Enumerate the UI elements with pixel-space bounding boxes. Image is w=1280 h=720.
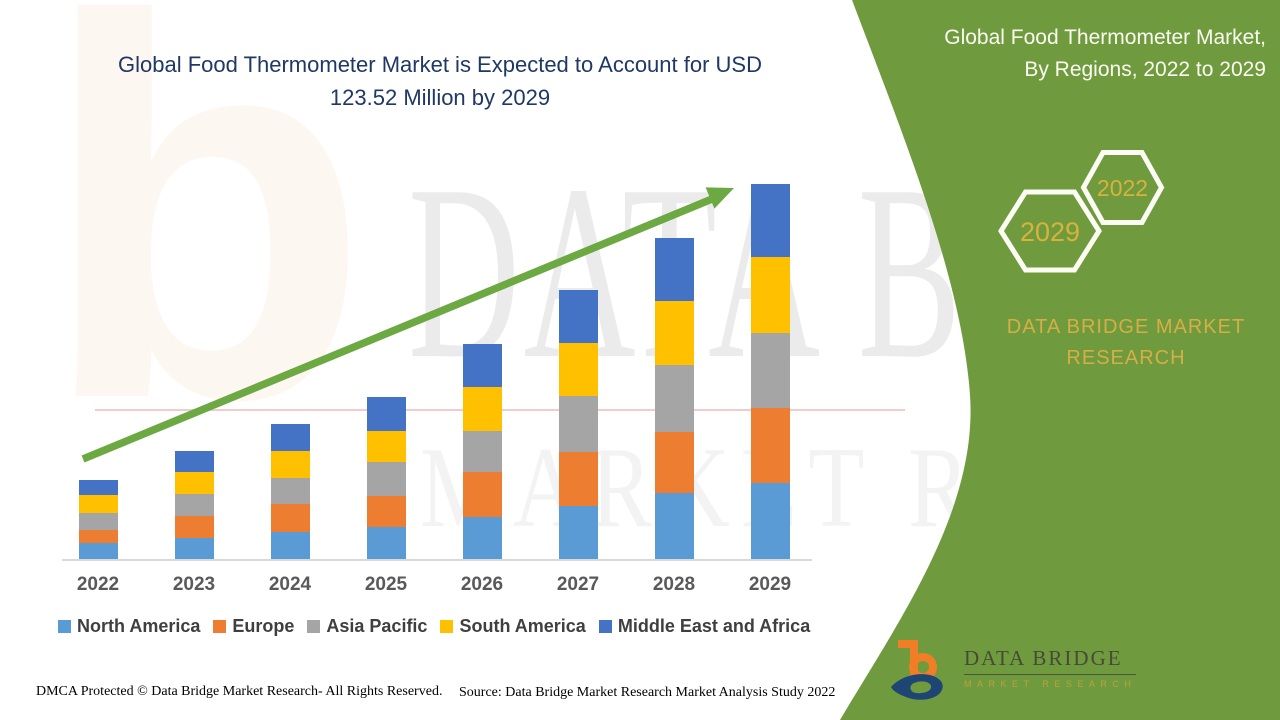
bar-segment-2028-asia-pacific bbox=[654, 364, 694, 432]
bar-segment-2026-north-america bbox=[462, 517, 502, 559]
data-bridge-logo: DATA BRIDGE MARKET RESEARCH bbox=[890, 634, 1137, 704]
bar-2025 bbox=[366, 397, 406, 559]
bar-2023 bbox=[174, 451, 214, 559]
side-panel-title-line1: Global Food Thermometer Market, bbox=[944, 26, 1266, 49]
bar-segment-2027-asia-pacific bbox=[558, 396, 598, 452]
bar-segment-2026-middle-east-and-africa bbox=[462, 343, 502, 388]
bar-segment-2027-south-america bbox=[558, 342, 598, 397]
legend-item-south-america: South America bbox=[440, 616, 586, 637]
bar-segment-2025-middle-east-and-africa bbox=[366, 397, 406, 431]
side-panel-brand-line1: DATA BRIDGE MARKET bbox=[1006, 316, 1246, 338]
bar-segment-2025-europe bbox=[366, 496, 406, 528]
footer-dmca-text: DMCA Protected © Data Bridge Market Rese… bbox=[36, 684, 443, 699]
x-axis-label-2024: 2024 bbox=[268, 574, 312, 595]
bar-segment-2029-south-america bbox=[750, 257, 790, 334]
x-axis-label-2027: 2027 bbox=[556, 574, 600, 595]
side-panel-brand-line2: RESEARCH bbox=[1066, 347, 1186, 369]
plot-area bbox=[62, 170, 812, 561]
bar-segment-2023-north-america bbox=[174, 538, 214, 559]
bar-segment-2022-asia-pacific bbox=[78, 512, 118, 530]
bar-segment-2024-asia-pacific bbox=[270, 478, 310, 504]
legend-item-north-america: North America bbox=[58, 616, 200, 637]
footer-source-text: Source: Data Bridge Market Research Mark… bbox=[459, 685, 836, 700]
x-axis-label-2025: 2025 bbox=[364, 574, 408, 595]
bar-segment-2022-middle-east-and-africa bbox=[78, 480, 118, 495]
bar-segment-2028-europe bbox=[654, 431, 694, 493]
bar-segment-2028-north-america bbox=[654, 492, 694, 559]
side-panel-brand-text: DATA BRIDGE MARKET RESEARCH bbox=[980, 312, 1272, 374]
bar-segment-2024-europe bbox=[270, 503, 310, 533]
data-bridge-logo-icon bbox=[891, 640, 943, 700]
bar-2024 bbox=[270, 424, 310, 559]
bar-segment-2022-north-america bbox=[78, 543, 118, 559]
bar-segment-2022-south-america bbox=[78, 494, 118, 513]
chart-legend: North America Europe Asia Pacific South Ame… bbox=[58, 616, 828, 637]
bar-segment-2027-europe bbox=[558, 451, 598, 506]
bar-segment-2023-middle-east-and-africa bbox=[174, 451, 214, 472]
legend-swatch-south-america bbox=[440, 620, 454, 633]
bar-segment-2024-north-america bbox=[270, 532, 310, 559]
hexagon-2029-label: 2029 bbox=[1020, 217, 1080, 247]
legend-item-asia-pacific: Asia Pacific bbox=[307, 616, 427, 637]
bar-segment-2024-south-america bbox=[270, 450, 310, 479]
bar-segment-2025-asia-pacific bbox=[366, 461, 406, 497]
bar-segment-2027-middle-east-and-africa bbox=[558, 290, 598, 343]
logo-text-column: DATA BRIDGE MARKET RESEARCH bbox=[964, 634, 1137, 689]
legend-swatch-asia-pacific bbox=[307, 620, 321, 633]
logo-subtext: MARKET RESEARCH bbox=[964, 679, 1137, 689]
bar-2029 bbox=[750, 183, 790, 559]
chart-title-line1: Global Food Thermometer Market is Expect… bbox=[118, 52, 762, 77]
bar-segment-2023-europe bbox=[174, 516, 214, 539]
bar-segment-2024-middle-east-and-africa bbox=[270, 424, 310, 451]
x-axis-label-2026: 2026 bbox=[460, 574, 504, 595]
bar-segment-2022-europe bbox=[78, 529, 118, 544]
logo-name-text: DATA BRIDGE bbox=[964, 646, 1137, 675]
x-axis-label-2029: 2029 bbox=[748, 574, 792, 595]
legend-label-asia-pacific: Asia Pacific bbox=[326, 616, 428, 636]
legend-swatch-europe bbox=[213, 620, 227, 633]
bar-segment-2026-south-america bbox=[462, 387, 502, 431]
bar-segment-2029-north-america bbox=[750, 483, 790, 559]
legend-swatch-north-america bbox=[58, 620, 71, 633]
year-hexagons: 2029 2022 bbox=[998, 150, 1165, 273]
legend-label-north-america: North America bbox=[77, 616, 201, 636]
chart-title-line2: 123.52 Million by 2029 bbox=[329, 85, 551, 110]
bar-segment-2028-south-america bbox=[654, 301, 694, 365]
side-panel-title: Global Food Thermometer Market, By Regio… bbox=[866, 22, 1266, 86]
bar-segment-2023-asia-pacific bbox=[174, 493, 214, 517]
bar-segment-2028-middle-east-and-africa bbox=[654, 237, 694, 302]
chart-title: Global Food Thermometer Market is Expect… bbox=[60, 48, 820, 114]
bar-segment-2029-europe bbox=[750, 408, 790, 484]
bar-segment-2025-south-america bbox=[366, 430, 406, 462]
bar-segment-2023-south-america bbox=[174, 471, 214, 494]
legend-item-europe: Europe bbox=[213, 616, 294, 637]
x-axis-label-2022: 2022 bbox=[76, 574, 120, 595]
bar-segment-2029-asia-pacific bbox=[750, 333, 790, 409]
legend-item-middle-east-and-africa: Middle East and Africa bbox=[598, 616, 811, 637]
bar-2027 bbox=[558, 290, 598, 559]
hexagon-2022-label: 2022 bbox=[1097, 175, 1148, 201]
x-axis-label-2023: 2023 bbox=[172, 574, 216, 595]
bar-2028 bbox=[654, 237, 694, 559]
x-axis-label-2028: 2028 bbox=[652, 574, 696, 595]
bar-segment-2026-asia-pacific bbox=[462, 430, 502, 472]
bar-segment-2029-middle-east-and-africa bbox=[750, 183, 790, 258]
legend-label-europe: Europe bbox=[232, 616, 295, 636]
side-panel-title-line2: By Regions, 2022 to 2029 bbox=[1024, 58, 1266, 81]
bar-segment-2025-north-america bbox=[366, 527, 406, 559]
bar-segment-2026-europe bbox=[462, 471, 502, 518]
legend-swatch-middle-east-and-africa bbox=[598, 620, 612, 633]
bar-segment-2027-north-america bbox=[558, 505, 598, 559]
legend-label-middle-east-and-africa: Middle East and Africa bbox=[617, 616, 811, 636]
bar-2022 bbox=[78, 480, 118, 559]
legend-label-south-america: South America bbox=[459, 616, 586, 636]
bar-2026 bbox=[462, 343, 502, 559]
